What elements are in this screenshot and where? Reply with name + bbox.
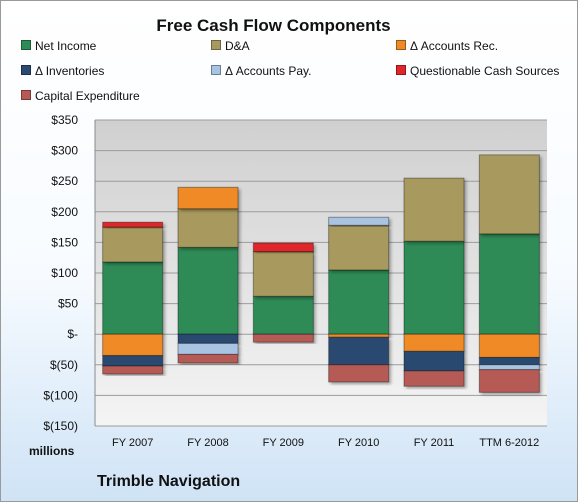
legend-label: Net Income bbox=[35, 39, 97, 53]
bar-segment bbox=[252, 242, 314, 253]
y-tick-label: $50 bbox=[58, 297, 78, 311]
legend-swatch bbox=[396, 40, 406, 50]
x-tick-label: FY 2007 bbox=[112, 437, 153, 449]
legend-swatch bbox=[21, 90, 31, 100]
bar-segment bbox=[177, 353, 239, 364]
bar-segment bbox=[403, 370, 465, 387]
y-tick-label: $100 bbox=[51, 266, 78, 280]
bar-segment bbox=[177, 342, 239, 355]
y-tick-label: $250 bbox=[51, 174, 78, 188]
legend-item: Questionable Cash Sources bbox=[396, 64, 559, 78]
x-tick-label: FY 2011 bbox=[414, 437, 455, 449]
y-tick-label: $350 bbox=[51, 113, 78, 127]
legend-item: Capital Expenditure bbox=[21, 89, 140, 103]
chart-title: Free Cash Flow Components bbox=[156, 16, 391, 35]
bar-segment bbox=[177, 333, 239, 344]
bar-segment bbox=[328, 224, 390, 271]
y-tick-label: $150 bbox=[51, 235, 78, 249]
bar-segment bbox=[403, 333, 465, 352]
x-tick-label: FY 2009 bbox=[263, 437, 304, 449]
bar-segment bbox=[478, 154, 540, 235]
x-tick-label: TTM 6-2012 bbox=[479, 437, 539, 449]
bar-segment bbox=[102, 333, 164, 357]
y-tick-label: $(50) bbox=[50, 358, 78, 372]
legend-label: Δ Accounts Pay. bbox=[225, 64, 312, 78]
legend-item: Net Income bbox=[21, 39, 96, 53]
bar-segment bbox=[102, 365, 164, 375]
company-name: Trimble Navigation bbox=[97, 473, 241, 490]
bar-segment bbox=[252, 295, 314, 335]
bar-segment bbox=[478, 233, 540, 335]
bar-segment bbox=[328, 216, 390, 226]
legend-swatch bbox=[21, 40, 31, 50]
bar-segment bbox=[177, 246, 239, 335]
bar-segment bbox=[102, 355, 164, 367]
bar-segment bbox=[328, 364, 390, 383]
bar-segment bbox=[102, 221, 164, 228]
bar-segment bbox=[102, 261, 164, 335]
bar-segment bbox=[478, 356, 540, 366]
legend-label: Δ Inventories bbox=[35, 64, 105, 78]
x-tick-label: FY 2010 bbox=[338, 437, 379, 449]
legend-swatch bbox=[396, 65, 406, 75]
bar-segment bbox=[252, 333, 314, 343]
legend-item: D&A bbox=[211, 39, 250, 53]
legend-swatch bbox=[21, 65, 31, 75]
legend-item: Δ Accounts Rec. bbox=[396, 39, 498, 53]
units-label: millions bbox=[29, 444, 75, 458]
legend-label: Δ Accounts Rec. bbox=[410, 39, 499, 53]
legend-swatch bbox=[211, 65, 221, 75]
legend-item: Δ Inventories bbox=[21, 64, 104, 78]
bar-segment bbox=[328, 336, 390, 366]
legend-label: Capital Expenditure bbox=[35, 89, 140, 103]
bar-segment bbox=[177, 208, 239, 248]
x-tick-label: FY 2008 bbox=[187, 437, 228, 449]
bar-segment bbox=[478, 333, 540, 358]
bar-segment bbox=[328, 269, 390, 335]
bar-segment bbox=[403, 240, 465, 335]
y-tick-label: $- bbox=[67, 327, 78, 341]
legend-label: D&A bbox=[225, 39, 250, 53]
bar-segment bbox=[403, 350, 465, 372]
y-tick-label: $(100) bbox=[43, 388, 78, 402]
legend-label: Questionable Cash Sources bbox=[410, 64, 560, 78]
bar-segment bbox=[177, 186, 239, 210]
y-tick-label: $(150) bbox=[43, 419, 78, 433]
legend-swatch bbox=[211, 40, 221, 50]
y-tick-label: $300 bbox=[51, 144, 78, 158]
bar-segment bbox=[252, 251, 314, 297]
bar-segment bbox=[478, 369, 540, 393]
bar-segment bbox=[403, 177, 465, 242]
bar-segment bbox=[102, 226, 164, 263]
bar-segment bbox=[478, 364, 540, 371]
y-tick-label: $200 bbox=[51, 205, 78, 219]
legend-item: Δ Accounts Pay. bbox=[211, 64, 312, 78]
